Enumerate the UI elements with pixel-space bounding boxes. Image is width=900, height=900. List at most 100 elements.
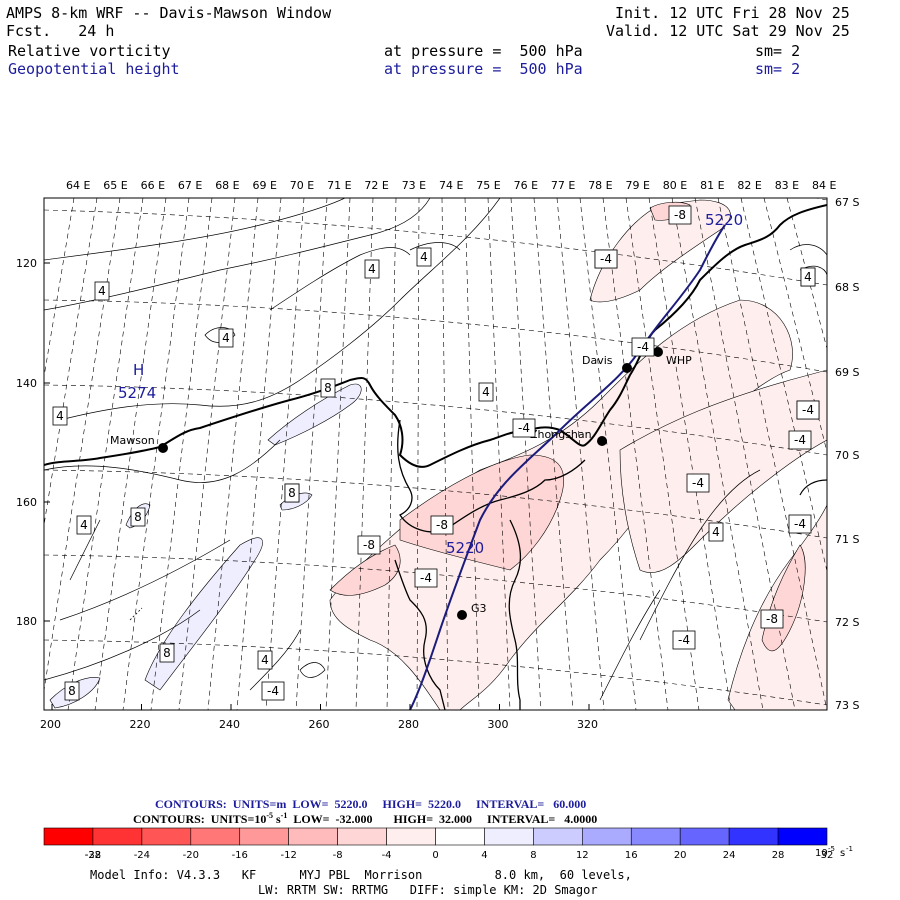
vorticity-label-box: -4	[631, 337, 655, 357]
vorticity-label-frame	[261, 681, 285, 701]
colorbar-unit: 10	[815, 848, 828, 859]
ice-boundary-4	[799, 479, 827, 496]
lon-label: 65 E	[103, 179, 127, 192]
latitude-labels: 67 S 68 S 69 S 70 S 71 S 72 S 73 S	[835, 196, 859, 712]
lon-label: 64 E	[66, 179, 90, 192]
contours2-low: LOW= -32.000	[293, 812, 373, 826]
lon-label: 67 E	[178, 179, 202, 192]
colorbar-swatch	[582, 827, 632, 846]
vorticity-label-frame	[708, 522, 724, 542]
station-dot-davis	[622, 363, 632, 373]
vorticity-label-text: 4	[80, 518, 88, 532]
contours-vorticity-line: CONTOURS: UNITS=10-5 s-1 LOW= -32.000 HI…	[133, 811, 597, 827]
forecast-hour: Fcst. 24 h	[6, 22, 114, 40]
station-label-mawson: Mawson	[110, 434, 155, 447]
station-dot-whp	[653, 347, 663, 357]
station-dot-mawson	[158, 443, 168, 453]
contours-height-line: CONTOURS: UNITS=m LOW= 5220.0 HIGH= 5220…	[155, 797, 586, 812]
station-label-whp: WHP	[666, 354, 692, 367]
contours2-units-tail-exp: -1	[280, 811, 288, 820]
valid-value: 12 UTC Sat 29 Nov 25	[669, 22, 850, 40]
vorticity-label-text: -8	[674, 208, 686, 222]
vorticity-label-box: -8	[357, 535, 381, 555]
colorbar-tick: 24	[723, 850, 736, 861]
vorticity-label-box: -4	[788, 514, 812, 534]
vorticity-label-text: 4	[261, 653, 269, 667]
vorticity-label-frame	[478, 382, 494, 402]
height-label-2: 5220	[705, 211, 743, 229]
station-label-zhongshan: Zhongshan	[530, 428, 592, 441]
vorticity-label-box: 4	[800, 267, 816, 287]
contours1-units: UNITS=m	[232, 797, 287, 811]
ice-boundary-3	[394, 559, 446, 710]
vorticity-label-frame	[94, 281, 110, 301]
station-label-davis: Davis	[582, 354, 613, 367]
colorbar-tick: -16	[232, 850, 248, 861]
vorticity-label-frame	[364, 259, 380, 279]
vorticity-label-text: 4	[56, 409, 64, 423]
vorticity-label-box: 4	[708, 522, 724, 542]
colorbar-swatch	[728, 827, 779, 846]
station-markers: Mawson Davis WHP Zhongshan G3	[110, 347, 692, 620]
colorbar-swatch	[288, 827, 338, 846]
vorticity-label-box: -4	[796, 400, 820, 420]
lon-label: 81 E	[700, 179, 724, 192]
vorticity-contours	[44, 198, 827, 701]
longitude-labels: 64 E 65 E 66 E 67 E 68 E 69 E 70 E 71 E 72 E 73 E…	[66, 179, 836, 192]
vorticity-label-frame	[760, 609, 784, 629]
colorbar-tick: -20	[183, 850, 199, 861]
colorbar-tick: 32	[821, 850, 834, 861]
contours1-low: LOW= 5220.0	[292, 797, 368, 811]
colorbar-tick: 4	[481, 850, 487, 861]
lon-label: 78 E	[588, 179, 612, 192]
colorbar-swatch	[630, 827, 681, 846]
colorbar: -28 -24 -20 -16 -12 -8 -4 0 4 8 12 16 20 24 28 32-32 10-…	[43, 827, 853, 861]
lon-label: 69 E	[253, 179, 277, 192]
x-tick-label: 260	[309, 718, 330, 731]
colorbar-tick: -12	[281, 850, 297, 861]
vorticity-label-box: 4	[52, 406, 68, 426]
station-dot-zhongshan	[597, 436, 607, 446]
model-info-line1: Model Info: V4.3.3 KF MYJ PBL Morrison 8…	[90, 868, 632, 882]
map-title: AMPS 8-km WRF -- Davis-Mawson Window	[6, 4, 332, 22]
vorticity-label-text: -4	[678, 633, 690, 647]
vorticity-label-box: 8	[64, 681, 80, 701]
vorticity-label-frame	[631, 337, 655, 357]
lat-label: 69 S	[835, 366, 859, 379]
vorticity-label-box: 4	[478, 382, 494, 402]
vorticity-label-frame	[320, 378, 336, 398]
vorticity-label-frame	[796, 400, 820, 420]
init-value: 12 UTC Fri 28 Nov 25	[669, 4, 850, 22]
lon-label: 80 E	[663, 179, 687, 192]
lon-label: 74 E	[439, 179, 463, 192]
valid-time: Valid. 12 UTC Sat 29 Nov 25	[606, 22, 850, 40]
lat-label: 68 S	[835, 281, 859, 294]
x-tick-label: 240	[219, 718, 240, 731]
vorticity-label-text: 4	[420, 250, 428, 264]
colorbar-tick: 20	[674, 850, 687, 861]
vorticity-label-box: 4	[257, 650, 273, 670]
map-frame	[43, 197, 828, 711]
field2-level: at pressure = 500 hPa	[384, 60, 583, 78]
lon-label: 83 E	[775, 179, 799, 192]
vorticity-label-frame	[788, 430, 812, 450]
vorticity-label-frame	[284, 483, 300, 503]
vorticity-label-box: 8	[284, 483, 300, 503]
vorticity-label-frame	[414, 568, 438, 588]
vorticity-label-text: -4	[794, 517, 806, 531]
vorticity-labels: 4444444444488888-8-8-8-8-8-4-4-4-4-4-4-4…	[52, 205, 820, 701]
lon-label: 79 E	[626, 179, 650, 192]
y-tick-label: 120	[16, 257, 37, 270]
vorticity-label-text: 8	[134, 510, 142, 524]
model-info-line2: LW: RRTM SW: RRTMG DIFF: simple KM: 2D S…	[258, 883, 598, 897]
vorticity-label-box: 4	[364, 259, 380, 279]
y-tick-label: 180	[16, 615, 37, 628]
vorticity-label-text: 8	[163, 646, 171, 660]
x-tick-label: 280	[398, 718, 419, 731]
vorticity-label-frame	[357, 535, 381, 555]
high-value: 5274	[118, 384, 156, 402]
colorbar-swatch	[43, 827, 94, 846]
colorbar-swatch	[533, 827, 583, 846]
contours2-high: HIGH= 32.000	[393, 812, 473, 826]
contours2-interval: INTERVAL= 4.0000	[487, 812, 598, 826]
